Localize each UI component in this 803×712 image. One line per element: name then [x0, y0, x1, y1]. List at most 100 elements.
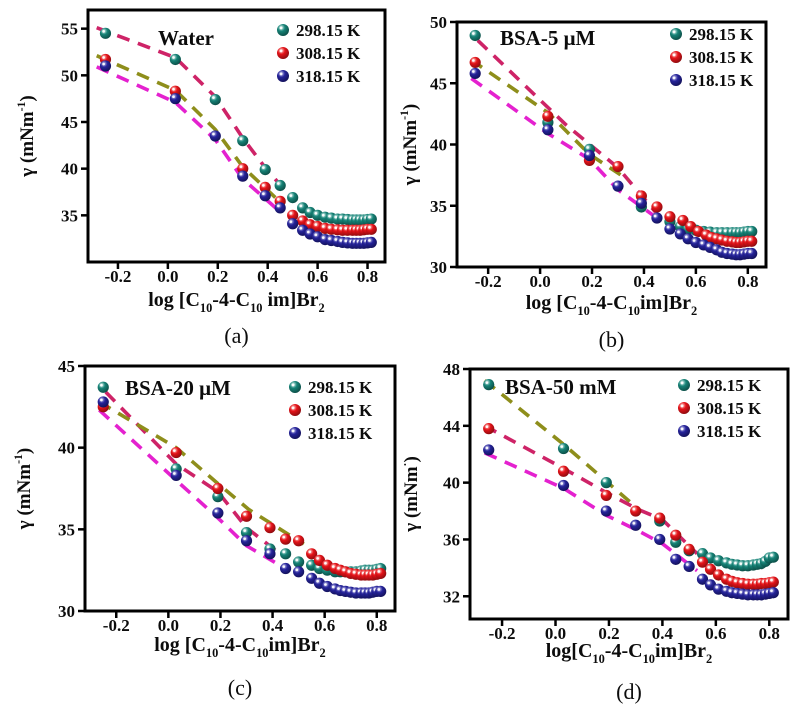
data-point — [279, 548, 292, 560]
sphere-glint — [295, 568, 299, 572]
sphere-glint — [266, 550, 270, 554]
sphere-glint — [748, 237, 752, 241]
sphere-glint — [560, 467, 564, 471]
data-point — [600, 477, 612, 489]
sphere-glint — [295, 537, 299, 541]
sphere-glint — [344, 216, 348, 219]
data-point — [170, 446, 182, 459]
sphere-glint — [377, 588, 381, 591]
sphere-glint — [299, 226, 303, 230]
sphere-glint — [314, 212, 318, 215]
subplot-caption: (c) — [228, 675, 252, 700]
sphere-glint — [485, 446, 489, 450]
data-point — [293, 566, 305, 578]
data-point — [212, 482, 224, 495]
sphere-glint — [672, 30, 676, 34]
sphere-glint — [699, 550, 702, 554]
data-point — [274, 179, 286, 192]
data-point — [483, 423, 495, 435]
sphere-glint — [723, 575, 727, 579]
sphere-glint — [708, 234, 711, 237]
legend-marker — [289, 427, 301, 439]
sphere-glint — [471, 70, 475, 73]
sphere-glint — [328, 226, 331, 229]
sphere-glint — [339, 226, 343, 230]
sphere-glint — [770, 578, 773, 582]
sphere-glint — [679, 217, 683, 220]
legend-item: 308.15 K — [678, 399, 762, 418]
sphere-glint — [334, 215, 338, 219]
sphere-glint — [289, 212, 293, 215]
sphere-glint — [707, 565, 711, 569]
legend-marker — [289, 381, 301, 393]
sphere-glint — [276, 182, 280, 185]
data-point — [237, 170, 249, 182]
sphere-glint — [586, 146, 589, 149]
sphere-glint — [723, 237, 727, 241]
data-point — [664, 211, 676, 223]
data-point — [170, 469, 182, 482]
sphere-glint — [723, 250, 727, 253]
sphere-glint — [212, 132, 215, 136]
legend-marker — [289, 404, 301, 416]
sphere-glint — [282, 565, 286, 568]
sphere-glint — [723, 229, 727, 233]
sphere-glint — [586, 152, 589, 155]
sphere-glint — [100, 383, 103, 387]
sphere-glint — [266, 524, 270, 528]
sphere-glint — [672, 53, 676, 57]
data-point — [209, 94, 221, 106]
data-point — [279, 562, 292, 575]
y-tick-label: 45 — [430, 74, 447, 93]
sphere-glint — [656, 514, 660, 518]
sphere-glint — [680, 427, 684, 431]
x-tick-label: 0.2 — [210, 616, 231, 635]
sphere-glint — [308, 550, 312, 554]
sphere-glint — [723, 559, 727, 563]
sphere-glint — [100, 398, 103, 402]
legend-item: 298.15 K — [678, 376, 762, 395]
sphere-glint — [672, 531, 676, 535]
sphere-glint — [672, 556, 676, 559]
sphere-glint — [243, 537, 247, 541]
subplot-a-water: -0.2 0.0 0.2 0.4 0.6 0.8 35 40 45 50 55 log [C10​-4… — [15, 8, 387, 348]
legend-label: 318.15 K — [296, 67, 361, 86]
sphere-glint — [707, 554, 711, 558]
legend-item: 318.15 K — [670, 71, 754, 90]
y-tick-label: 55 — [61, 20, 78, 39]
sphere-glint — [342, 588, 346, 591]
legend-marker — [670, 74, 682, 86]
plot-frame — [86, 8, 387, 264]
data-point — [287, 218, 299, 230]
sphere-glint — [172, 87, 175, 91]
plot-title: Water — [158, 26, 214, 50]
y-tick-label: 50 — [430, 13, 447, 32]
x-tick-label: 0.6 — [307, 267, 328, 286]
data-point — [557, 479, 570, 492]
sphere-glint — [685, 546, 689, 549]
sphere-glint — [316, 565, 319, 568]
data-point — [654, 533, 666, 546]
trend-line — [95, 65, 279, 212]
data-point — [264, 522, 276, 534]
y-tick-label: 32 — [443, 587, 460, 606]
x-tick-label: 0.8 — [759, 624, 780, 643]
trend-line — [104, 390, 279, 554]
subplot-d-bsa-50mm: -0.2 0.0 0.2 0.4 0.6 0.8 32 36 40 44 48 log[C10​-4-… — [400, 360, 790, 704]
data-point — [274, 202, 286, 214]
x-tick-label: -0.2 — [103, 616, 130, 635]
sphere-glint — [718, 248, 722, 252]
data-point — [97, 381, 109, 393]
data-point — [237, 135, 249, 147]
sphere-glint — [306, 221, 310, 225]
sphere-glint — [666, 225, 670, 229]
sphere-glint — [485, 425, 489, 429]
sphere-glint — [723, 587, 727, 591]
x-axis-label: log [C10​-4-C10​ im]Br2​ — [148, 289, 325, 315]
sphere-glint — [603, 479, 606, 483]
sphere-glint — [347, 570, 351, 573]
subplot-caption: (b) — [599, 327, 625, 352]
sphere-glint — [653, 214, 657, 218]
sphere-glint — [102, 62, 105, 66]
